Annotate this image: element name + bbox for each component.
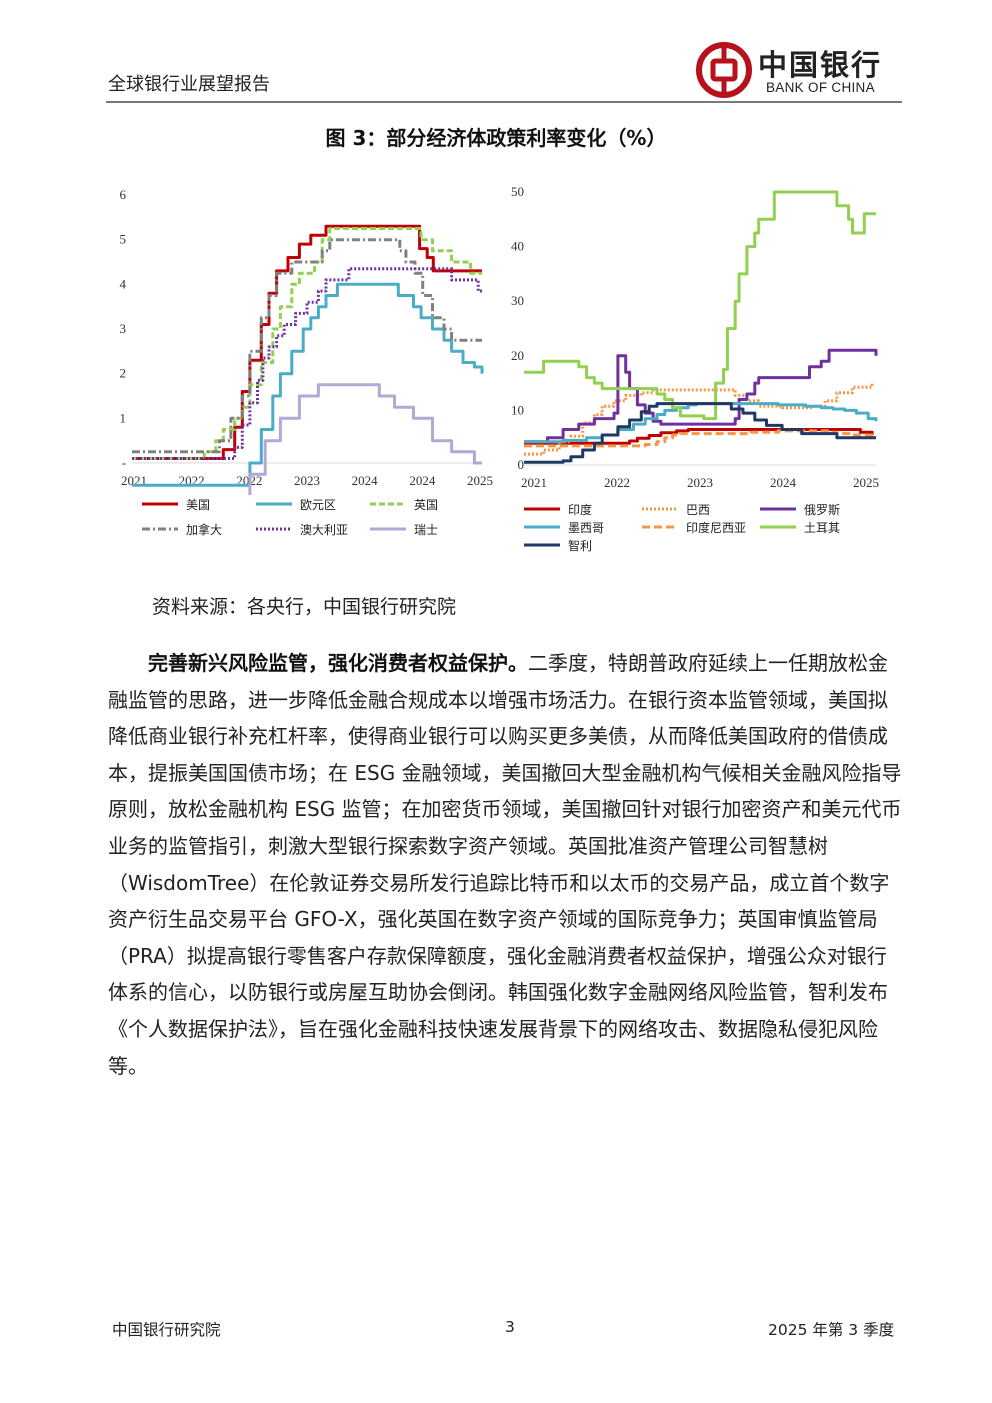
logo-name-cn: 中国银行 — [758, 48, 883, 82]
footer-left: 中国银行研究院 — [112, 1321, 221, 1339]
legend-label: 澳大利亚 — [300, 523, 349, 537]
legend-label: 加拿大 — [186, 523, 223, 537]
y-tick-label: 0 — [518, 457, 525, 472]
bank-of-china-emblem-icon — [696, 42, 752, 98]
legend-swatch — [642, 525, 678, 529]
series-line-加拿大 — [132, 238, 482, 454]
legend-label: 墨西哥 — [568, 521, 605, 535]
page-number: 3 — [505, 1318, 515, 1336]
legend-swatch — [760, 507, 796, 511]
series-line-土耳其 — [524, 190, 876, 421]
legend-label: 智利 — [568, 539, 593, 553]
y-tick-label: 5 — [120, 232, 127, 247]
legend-swatch — [370, 527, 406, 531]
series-line-瑞士 — [132, 383, 482, 495]
legend-swatch — [524, 525, 560, 529]
x-tick-label: 2025 — [467, 473, 493, 488]
header-divider — [106, 101, 902, 103]
legend-label: 英国 — [414, 498, 439, 512]
x-tick-label: 2021 — [521, 475, 547, 490]
legend-label: 瑞士 — [414, 523, 439, 537]
legend-label: 土耳其 — [804, 521, 841, 535]
figure-source: 资料来源：各央行，中国银行研究院 — [152, 596, 457, 618]
series-line-欧元区 — [132, 282, 484, 487]
x-tick-label: 2022 — [604, 475, 630, 490]
legend-swatch — [142, 527, 178, 531]
y-tick-label: 2 — [120, 366, 127, 381]
legend-swatch — [142, 502, 178, 506]
header-title: 全球银行业展望报告 — [108, 74, 270, 95]
x-tick-label: 2023 — [294, 473, 320, 488]
legend-swatch — [760, 525, 796, 529]
legend-label: 欧元区 — [300, 498, 337, 512]
legend-swatch — [256, 502, 292, 506]
legend-label: 美国 — [186, 498, 211, 512]
series-line-智利 — [524, 402, 876, 464]
legend-swatch — [642, 507, 678, 511]
logo-name-en: BANK OF CHINA — [766, 80, 875, 95]
footer-right: 2025 年第 3 季度 — [768, 1321, 895, 1339]
legend-label: 巴西 — [686, 503, 711, 517]
chart-right: 0 10 20 30 40 50 2021 2022 2023 2024 2025 — [511, 184, 879, 490]
y-tick-label: 30 — [511, 293, 524, 308]
figure-title: 图 3：部分经济体政策利率变化（%） — [325, 126, 667, 150]
y-tick-label: 3 — [120, 321, 127, 336]
legend-swatch — [524, 543, 560, 547]
x-tick-label: 2024 — [770, 475, 797, 490]
y-tick-label: 40 — [511, 239, 524, 254]
y-tick-label: - — [122, 455, 126, 470]
y-tick-label: 50 — [511, 184, 524, 199]
x-tick-label: 2024 — [352, 473, 379, 488]
y-tick-label: 10 — [511, 402, 524, 417]
legend-swatch — [370, 502, 406, 506]
y-tick-label: 4 — [120, 276, 127, 291]
paragraph-text: 二季度，特朗普政府延续上一任期放松金融监管的思路，进一步降低金融合规成本以增强市… — [108, 651, 902, 1078]
legend-label: 俄罗斯 — [804, 503, 841, 517]
x-tick-label: 2024 — [409, 473, 436, 488]
series-line-印度 — [524, 428, 874, 445]
legend-left: 美国 欧元区 英国加拿大 澳大利亚 瑞士 — [140, 496, 500, 552]
legend-swatch — [256, 527, 292, 531]
body-paragraph: 完善新兴风险监管，强化消费者权益保护。二季度，特朗普政府延续上一任期放松金融监管… — [108, 645, 903, 1084]
legend-swatch — [524, 507, 560, 511]
x-tick-label: 2025 — [853, 475, 879, 490]
legend-label: 印度尼西亚 — [686, 521, 747, 535]
y-tick-label: 20 — [511, 348, 524, 363]
y-tick-label: 6 — [120, 187, 127, 202]
bank-logo: 中国银行 BANK OF CHINA — [696, 40, 906, 100]
series-line-澳大利亚 — [132, 267, 482, 460]
x-tick-label: 2023 — [687, 475, 713, 490]
series-line-俄罗斯 — [524, 348, 878, 444]
paragraph-lead: 完善新兴风险监管，强化消费者权益保护。 — [148, 651, 528, 675]
legend-label: 印度 — [568, 503, 593, 517]
y-tick-label: 1 — [120, 410, 127, 425]
legend-right: 印度 巴西 俄罗斯墨西哥 印度尼西亚 土耳其智利 — [522, 501, 902, 561]
series-line-英国 — [132, 227, 482, 460]
